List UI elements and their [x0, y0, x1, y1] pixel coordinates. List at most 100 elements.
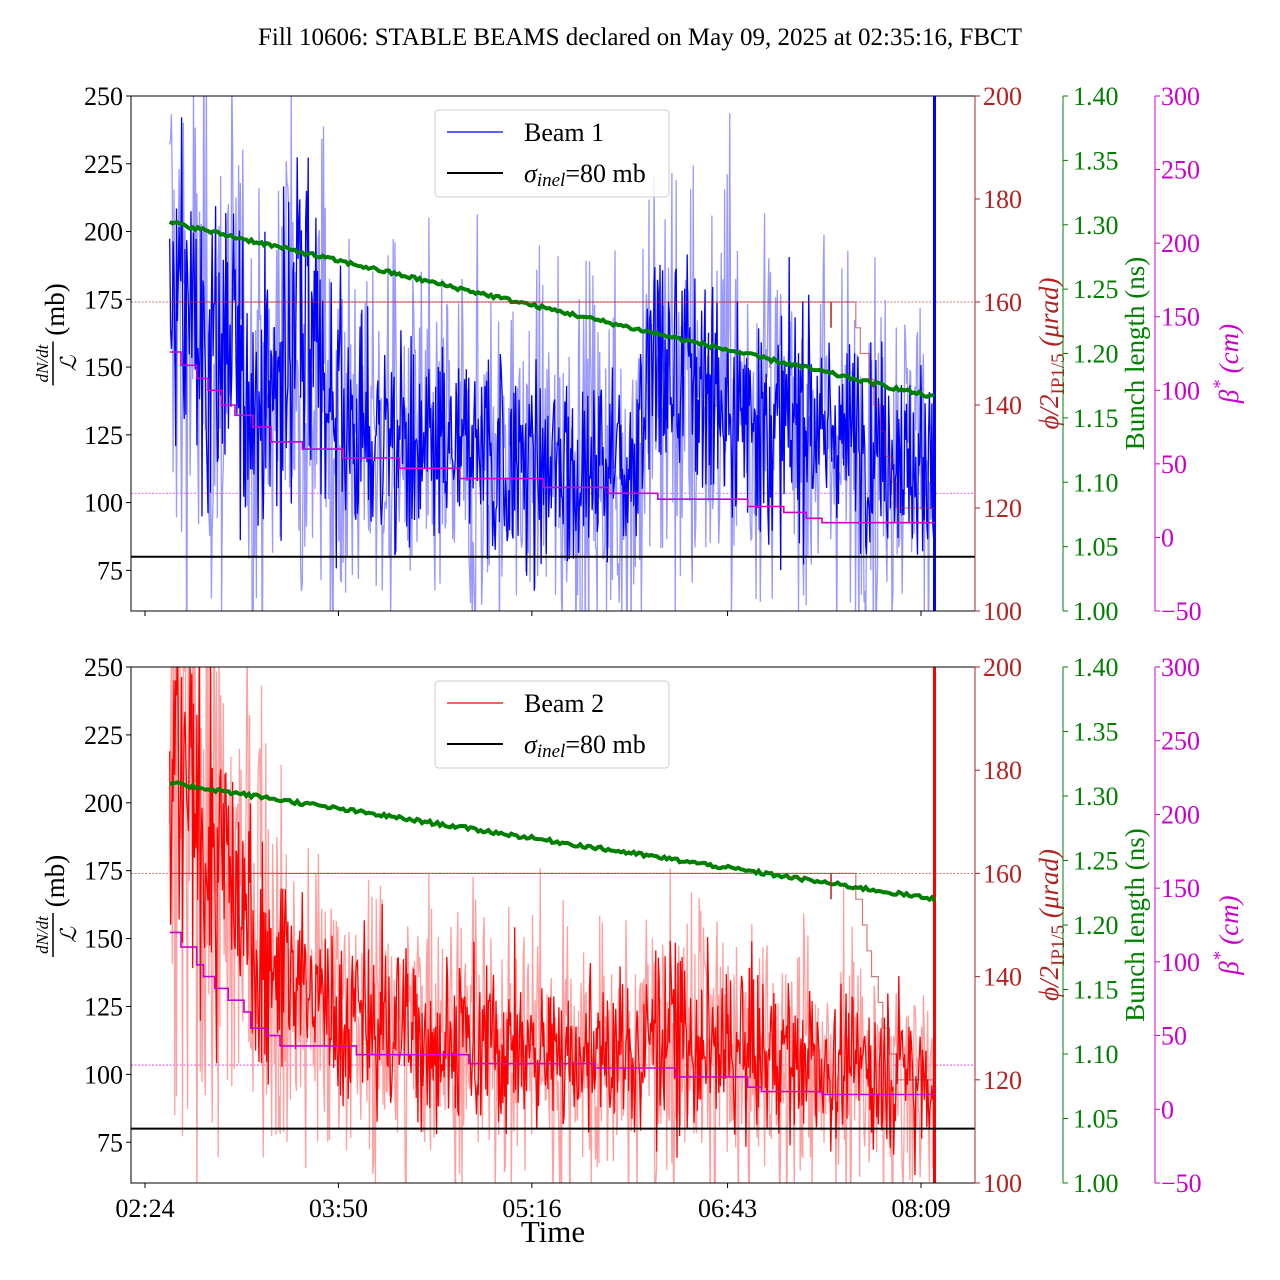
legend: Beam 1 σinel=80 mb	[434, 109, 670, 198]
crossing-tick-label: 160	[983, 859, 1022, 888]
bunch-length-line	[169, 780, 937, 903]
beta-tick-label: 100	[1161, 376, 1200, 405]
crossing-tick-label: 200	[983, 653, 1022, 682]
beta-star-line	[169, 931, 935, 1096]
legend: Beam 2 σinel=80 mb	[434, 680, 670, 769]
left-axis-label-denominator: ℒ	[56, 926, 81, 943]
crossing-axis-label-symbol: ϕ/2	[1034, 966, 1064, 1001]
legend-label-sigma: σinel=80 mb	[524, 730, 646, 762]
legend-label-sigma: σinel=80 mb	[524, 159, 646, 191]
plot-area	[131, 96, 975, 611]
beam1-rate	[169, 117, 936, 591]
bunch-tick-label: 1.30	[1073, 782, 1119, 811]
bunch-tick-label: 1.20	[1073, 340, 1119, 369]
chart-title: Fill 10606: STABLE BEAMS declared on May…	[258, 24, 1022, 51]
legend-sigma-sub: inel	[537, 170, 566, 191]
bunch-tick-label: 1.30	[1073, 211, 1119, 240]
left-axis-label-unit: (mb)	[40, 283, 70, 335]
x-tick-label: 08:09	[891, 1194, 950, 1223]
beta-axis-label-symbol: β	[1214, 961, 1244, 976]
crossing-axis-label-unit: (μrad)	[1034, 278, 1064, 354]
left-axis-label-numerator: dN/dt	[33, 343, 52, 382]
beta-star-line	[169, 351, 935, 524]
beta-tick-label: 250	[1161, 156, 1200, 185]
bunch-tick-label: 1.35	[1073, 146, 1119, 175]
beta-tick-label: 150	[1161, 874, 1200, 903]
left-tick-label: 75	[97, 1128, 123, 1157]
beta-axis-label: β* (cm)	[1210, 895, 1244, 975]
crossing-tick-label: 160	[983, 288, 1022, 317]
beta-tick-label: 300	[1161, 82, 1200, 111]
beta-tick-label: 100	[1161, 948, 1200, 977]
left-axis-label-denominator: ℒ	[56, 354, 81, 371]
crossing-angle-line	[169, 301, 935, 509]
beta-tick-label: 250	[1161, 727, 1200, 756]
bunch-tick-label: 1.25	[1073, 275, 1119, 304]
x-tick-label: 02:24	[115, 1194, 174, 1223]
legend-label-beam1: Beam 1	[524, 118, 604, 147]
beta-axis-label-sup: *	[1210, 951, 1231, 961]
beta-tick-label: 150	[1161, 303, 1200, 332]
beta-axis-label-unit: (cm)	[1214, 324, 1244, 380]
bunch-length-line	[168, 220, 935, 400]
crossing-tick-label: 120	[983, 1066, 1022, 1095]
bunch-tick-label: 1.00	[1073, 597, 1119, 626]
bunch-axis-label: Bunch length (ns)	[1120, 828, 1150, 1021]
legend-sigma-sub: inel	[537, 741, 566, 762]
bunch-tick-label: 1.05	[1073, 533, 1119, 562]
crossing-tick-label: 120	[983, 494, 1022, 523]
crossing-tick-label: 100	[983, 597, 1022, 626]
beta-tick-label: 50	[1161, 1022, 1187, 1051]
beam2-rate-light	[169, 667, 936, 1183]
left-tick-label: 200	[84, 789, 123, 818]
left-axis-label: dN/dt ℒ (mb)	[33, 283, 81, 386]
beta-tick-label: −50	[1161, 597, 1202, 626]
left-axis-label: dN/dt ℒ (mb)	[33, 855, 81, 957]
left-axis-label-unit: (mb)	[40, 855, 70, 907]
left-tick-label: 200	[84, 218, 123, 247]
bunch-tick-label: 1.10	[1073, 1040, 1119, 1069]
crossing-tick-label: 140	[983, 391, 1022, 420]
beta-tick-label: 0	[1161, 1095, 1174, 1124]
left-tick-label: 225	[84, 721, 123, 750]
bunch-tick-label: 1.15	[1073, 976, 1119, 1005]
plot-area	[131, 667, 975, 1183]
bunch-axis-label: Bunch length (ns)	[1120, 257, 1150, 450]
left-tick-label: 250	[84, 653, 123, 682]
bunch-tick-label: 1.05	[1073, 1105, 1119, 1134]
x-tick-label: 06:43	[698, 1194, 757, 1223]
x-axis-label: Time	[521, 1214, 585, 1249]
left-tick-label: 175	[84, 285, 123, 314]
left-tick-label: 175	[84, 857, 123, 886]
left-tick-label: 150	[84, 353, 123, 382]
legend-sigma: σ	[524, 730, 538, 759]
beta-tick-label: 200	[1161, 229, 1200, 258]
beam2-rate	[169, 667, 936, 1176]
left-axis-label-numerator: dN/dt	[33, 915, 52, 954]
legend-label-beam2: Beam 2	[524, 689, 604, 718]
crossing-tick-label: 100	[983, 1169, 1022, 1198]
beta-axis-label-unit: (cm)	[1214, 895, 1244, 951]
crossing-axis-label-unit: (μrad)	[1034, 849, 1064, 925]
left-tick-label: 100	[84, 489, 123, 518]
legend-sigma-value: =80 mb	[565, 730, 645, 759]
bunch-tick-label: 1.15	[1073, 404, 1119, 433]
beta-tick-label: −50	[1161, 1169, 1202, 1198]
crossing-angle-line	[169, 872, 935, 1081]
crossing-axis-label-symbol: ϕ/2	[1034, 395, 1064, 430]
bunch-tick-label: 1.35	[1073, 718, 1119, 747]
legend-sigma-value: =80 mb	[565, 159, 645, 188]
left-tick-label: 225	[84, 150, 123, 179]
crossing-axis-label: ϕ/2IP1/5 (μrad)	[1034, 849, 1069, 1001]
crossing-axis-label-sub: IP1/5	[1048, 925, 1069, 966]
x-tick-label: 03:50	[309, 1194, 368, 1223]
bunch-tick-label: 1.00	[1073, 1169, 1119, 1198]
bunch-tick-label: 1.20	[1073, 911, 1119, 940]
beta-axis-label-symbol: β	[1214, 389, 1244, 404]
crossing-axis-label: ϕ/2IP1/5 (μrad)	[1034, 278, 1069, 430]
beta-tick-label: 300	[1161, 653, 1200, 682]
beta-tick-label: 0	[1161, 523, 1174, 552]
crossing-tick-label: 200	[983, 82, 1022, 111]
